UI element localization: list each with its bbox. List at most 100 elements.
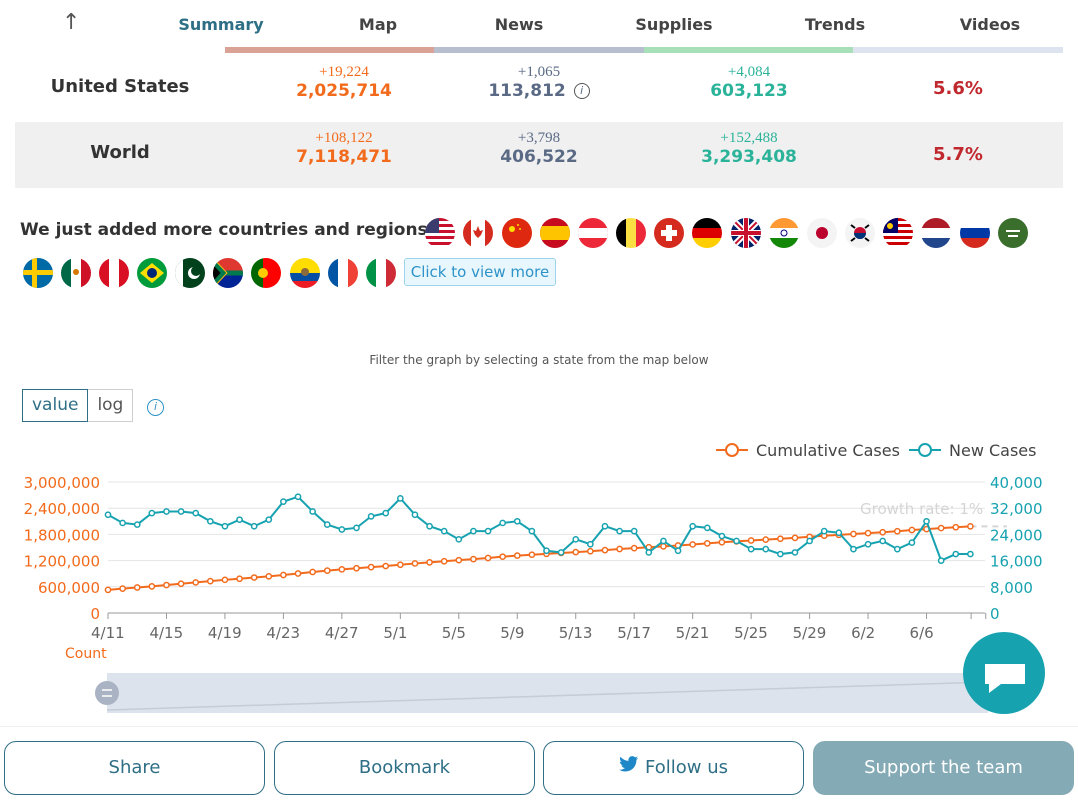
data-point-new[interactable]	[104, 511, 112, 519]
tab-videos[interactable]: Videos	[959, 15, 1021, 34]
data-point-cumulative[interactable]	[280, 571, 287, 579]
data-point-cumulative[interactable]	[133, 584, 141, 591]
data-point-cumulative[interactable]	[908, 526, 916, 534]
data-point-new[interactable]	[660, 537, 667, 545]
data-point-cumulative[interactable]	[440, 557, 448, 565]
flag-spain-icon[interactable]	[540, 218, 570, 248]
data-point-cumulative[interactable]	[177, 580, 185, 588]
data-point-cumulative[interactable]	[587, 547, 594, 555]
flag-malaysia-icon[interactable]	[883, 218, 913, 248]
data-point-new[interactable]	[499, 519, 506, 527]
flag-portugal-icon[interactable]	[251, 258, 281, 288]
tab-map[interactable]: Map	[358, 15, 398, 34]
data-point-cumulative[interactable]	[850, 530, 857, 538]
data-point-cumulative[interactable]	[893, 527, 901, 535]
flag-germany-icon[interactable]	[692, 218, 722, 248]
data-point-new[interactable]	[396, 495, 404, 502]
data-point-new[interactable]	[382, 509, 390, 517]
data-point-cumulative[interactable]	[630, 544, 638, 552]
data-point-new[interactable]	[206, 517, 214, 525]
share-button[interactable]: Share	[4, 741, 265, 795]
flag-uk-icon[interactable]	[731, 218, 761, 248]
data-point-new[interactable]	[733, 537, 740, 545]
tab-summary[interactable]: Summary	[178, 15, 264, 34]
data-point-cumulative[interactable]	[353, 564, 360, 572]
value-scale-button[interactable]: value	[22, 389, 89, 422]
flag-saudi-arabia-icon[interactable]	[998, 218, 1028, 248]
flag-peru-icon[interactable]	[99, 258, 129, 288]
support-team-button[interactable]: Support the team	[813, 741, 1074, 795]
data-point-cumulative[interactable]	[104, 586, 112, 594]
data-point-cumulative[interactable]	[952, 523, 960, 531]
data-point-new[interactable]	[192, 509, 200, 517]
data-point-cumulative[interactable]	[411, 560, 419, 567]
data-point-new[interactable]	[747, 545, 755, 553]
data-point-cumulative[interactable]	[747, 537, 755, 544]
info-icon[interactable]: i	[573, 83, 590, 99]
data-point-new[interactable]	[163, 508, 170, 515]
data-point-new[interactable]	[923, 517, 930, 525]
data-point-new[interactable]	[587, 540, 594, 548]
log-scale-button[interactable]: log	[88, 389, 134, 422]
data-point-cumulative[interactable]	[616, 545, 623, 553]
data-point-cumulative[interactable]	[528, 551, 536, 559]
view-more-countries-button[interactable]: Click to view more	[404, 258, 556, 286]
data-point-cumulative[interactable]	[470, 555, 477, 563]
data-point-cumulative[interactable]	[689, 541, 697, 548]
flag-india-icon[interactable]	[769, 218, 799, 248]
data-point-cumulative[interactable]	[192, 579, 200, 586]
data-point-new[interactable]	[543, 547, 550, 555]
data-point-cumulative[interactable]	[864, 529, 872, 537]
flag-russia-icon[interactable]	[960, 218, 990, 248]
legend-new-label[interactable]: New Cases	[949, 441, 1036, 460]
data-point-cumulative[interactable]	[513, 552, 521, 559]
data-point-cumulative[interactable]	[777, 535, 784, 543]
data-point-cumulative[interactable]	[206, 577, 214, 585]
data-point-new[interactable]	[718, 532, 726, 540]
tab-supplies[interactable]: Supplies	[635, 15, 713, 34]
data-point-new[interactable]	[762, 545, 770, 553]
data-point-new[interactable]	[133, 521, 141, 528]
data-point-cumulative[interactable]	[718, 538, 726, 546]
data-point-new[interactable]	[338, 526, 346, 533]
stats-row-us[interactable]: United States +19,224 2,025,714 +1,065 1…	[15, 56, 1063, 122]
data-point-cumulative[interactable]	[250, 574, 258, 581]
data-point-new[interactable]	[484, 527, 492, 535]
data-point-cumulative[interactable]	[367, 563, 375, 571]
data-point-cumulative[interactable]	[499, 553, 506, 561]
data-point-cumulative[interactable]	[221, 576, 229, 584]
flag-sweden-icon[interactable]	[23, 258, 53, 288]
flag-cyprus-icon[interactable]	[61, 258, 91, 288]
data-point-cumulative[interactable]	[660, 543, 667, 550]
data-point-new[interactable]	[850, 545, 857, 553]
data-point-new[interactable]	[820, 527, 828, 535]
data-point-new[interactable]	[470, 527, 477, 535]
data-point-new[interactable]	[908, 539, 916, 546]
data-point-new[interactable]	[791, 549, 799, 556]
flag-brazil-icon[interactable]	[137, 258, 167, 288]
data-point-new[interactable]	[294, 493, 302, 501]
data-point-new[interactable]	[309, 508, 316, 515]
data-point-cumulative[interactable]	[791, 534, 799, 542]
cases-chart[interactable]: 0 600,000 1,200,000 1,800,000 2,400,000 3,000…	[0, 430, 1078, 720]
flag-switzerland-icon[interactable]	[654, 218, 684, 248]
data-point-new[interactable]	[864, 540, 872, 548]
data-point-new[interactable]	[528, 527, 536, 535]
data-point-cumulative[interactable]	[937, 524, 945, 532]
data-point-cumulative[interactable]	[484, 554, 492, 562]
data-point-cumulative[interactable]	[426, 558, 433, 566]
flag-canada-icon[interactable]	[463, 218, 493, 248]
flag-pakistan-icon[interactable]	[175, 258, 205, 288]
follow-us-button[interactable]: Follow us	[543, 741, 804, 795]
data-point-new[interactable]	[937, 557, 945, 564]
data-point-cumulative[interactable]	[265, 572, 273, 580]
data-point-new[interactable]	[250, 522, 258, 530]
data-point-new[interactable]	[689, 522, 697, 530]
data-point-new[interactable]	[265, 516, 273, 524]
data-point-new[interactable]	[426, 522, 433, 530]
data-point-new[interactable]	[323, 521, 331, 528]
data-point-new[interactable]	[177, 508, 185, 515]
data-point-new[interactable]	[280, 498, 287, 506]
tab-news[interactable]: News	[494, 15, 544, 34]
data-point-cumulative[interactable]	[119, 585, 126, 592]
